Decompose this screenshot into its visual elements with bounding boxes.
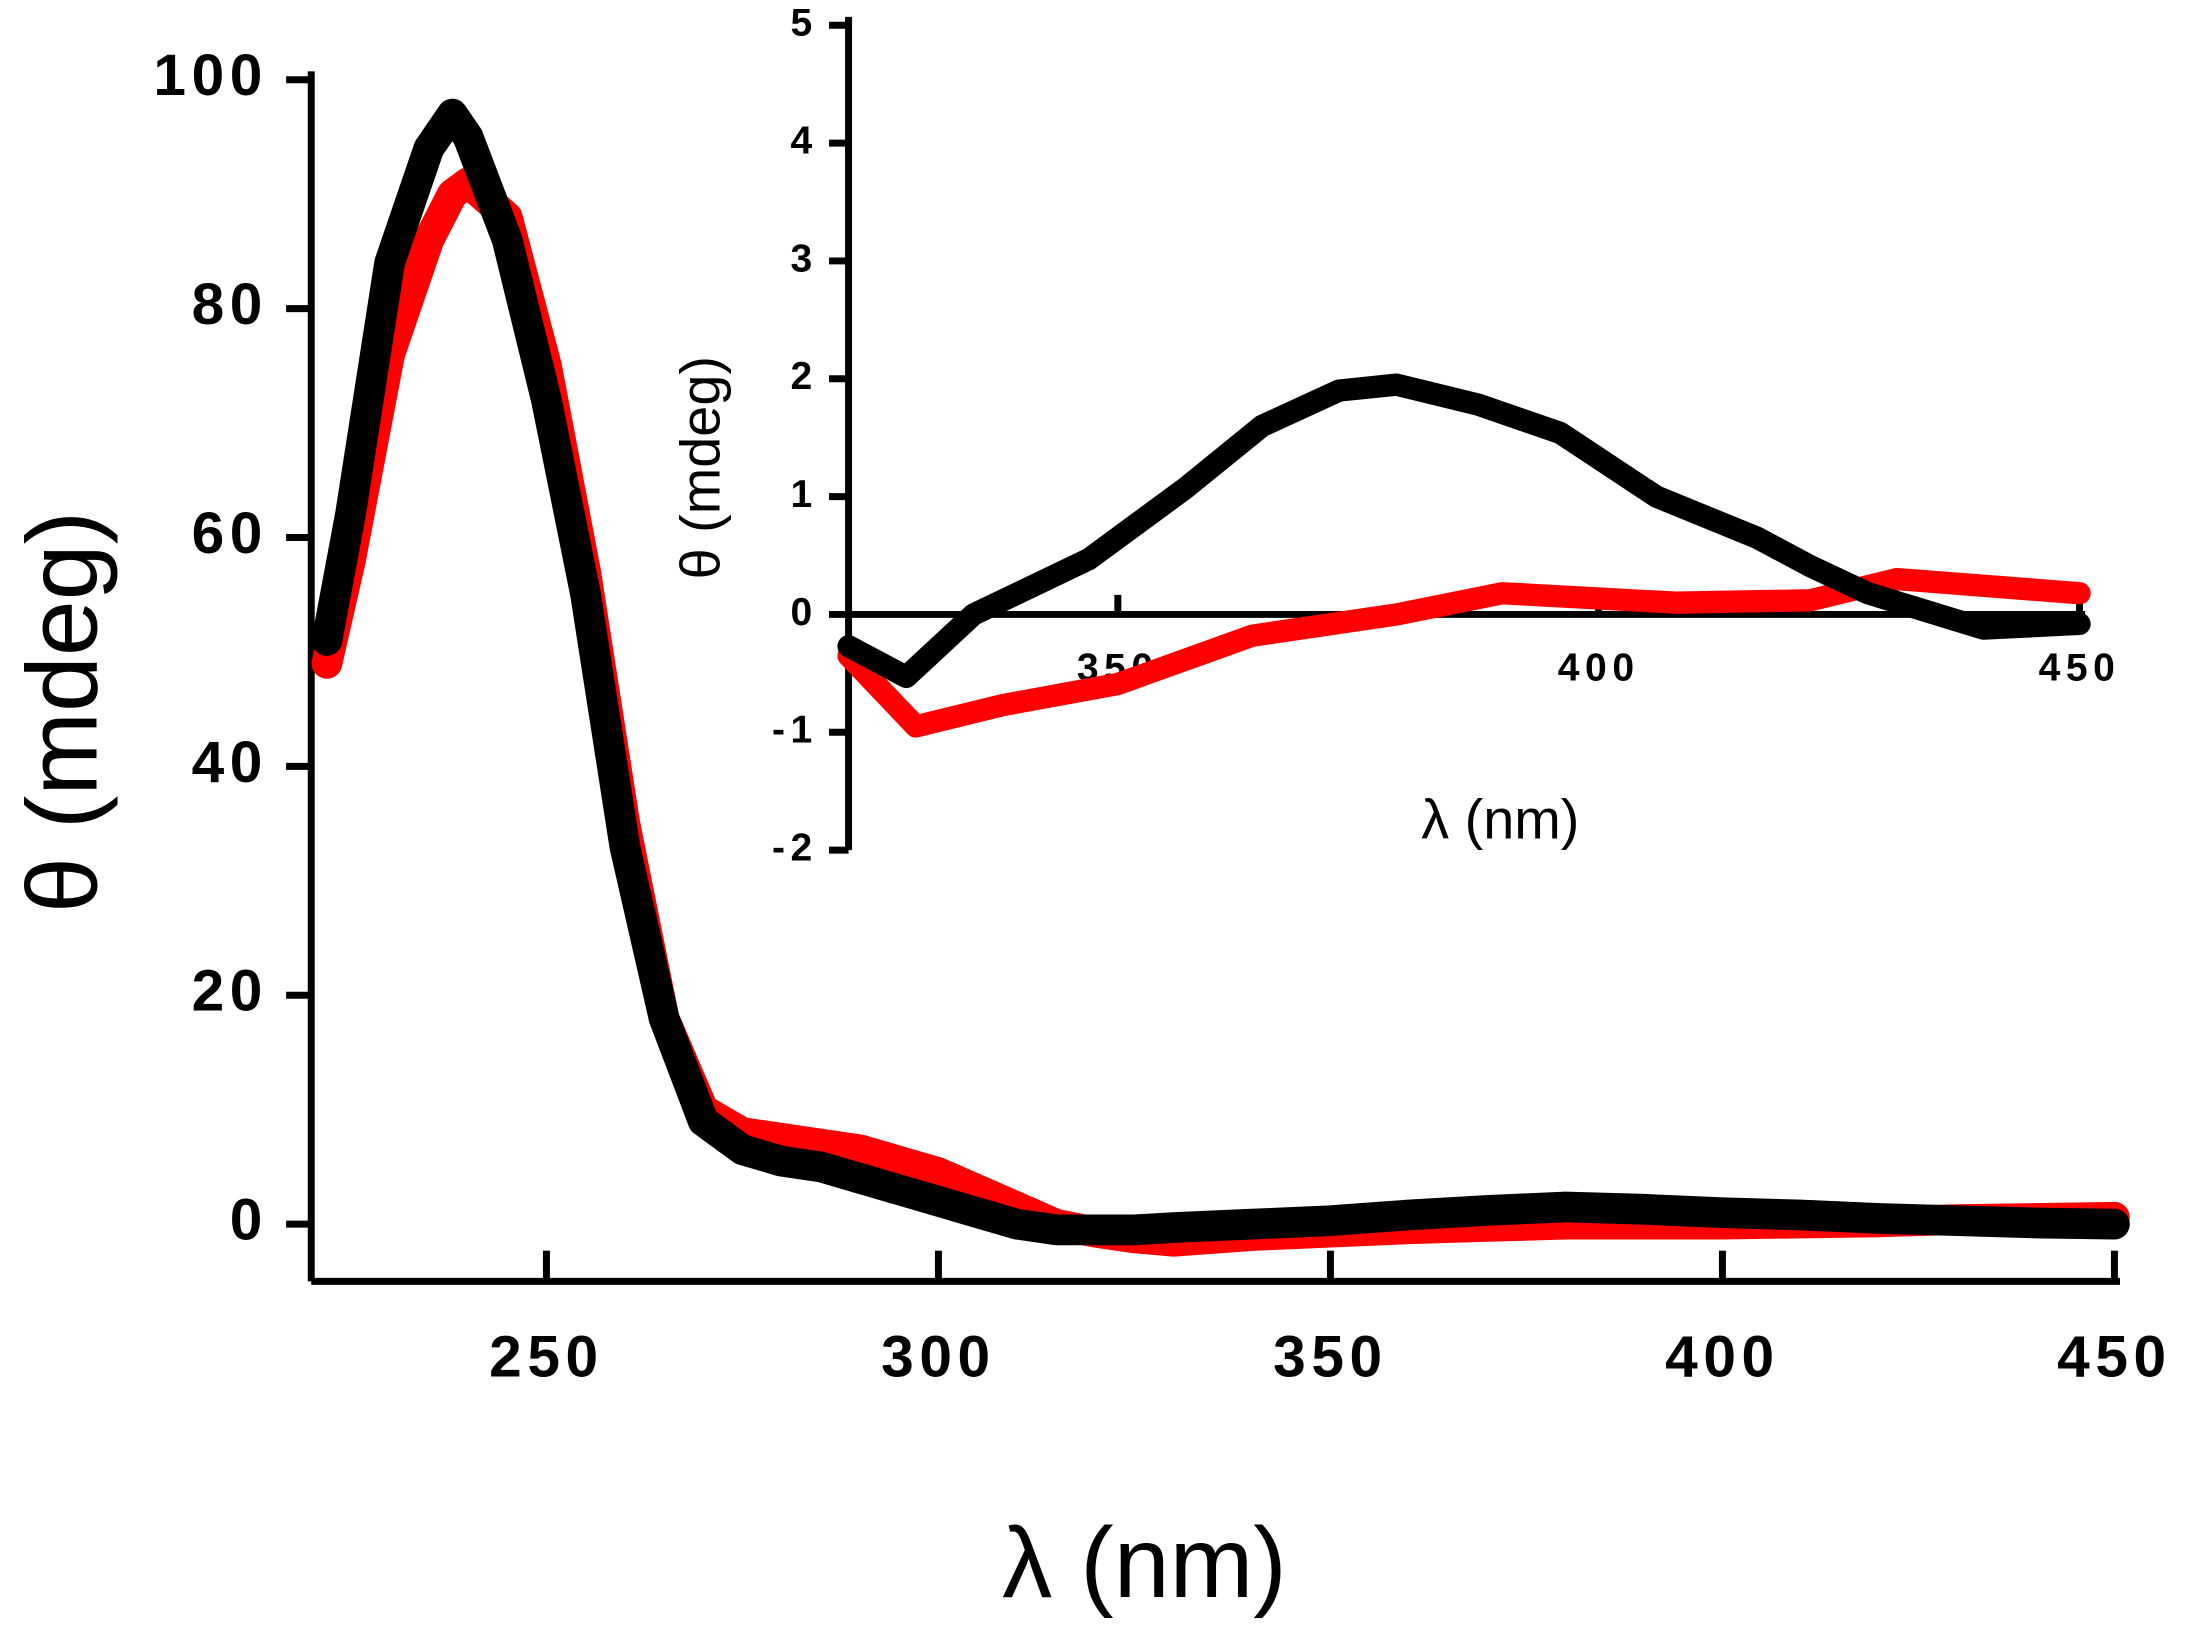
y-tick-label: 20 bbox=[192, 959, 268, 1024]
x-axis-title: λ (nm) bbox=[1002, 1507, 1287, 1619]
y-tick-label: 80 bbox=[192, 272, 268, 337]
y-tick-label: 40 bbox=[192, 730, 268, 795]
x-tick-label: 400 bbox=[1665, 1324, 1780, 1389]
y-tick-label: 60 bbox=[192, 501, 268, 566]
y-tick-label: -2 bbox=[772, 826, 818, 869]
x-tick-label: 450 bbox=[2039, 646, 2121, 689]
data-line bbox=[837, 373, 2091, 689]
y-tick-label: 0 bbox=[791, 591, 818, 634]
x-tick-label: 450 bbox=[2057, 1324, 2172, 1389]
y-axis-title: θ (mdeg) bbox=[6, 511, 118, 913]
x-tick-label: 400 bbox=[1558, 646, 1640, 689]
y-tick-label: 3 bbox=[791, 237, 818, 280]
x-tick-label: 300 bbox=[881, 1324, 996, 1389]
y-tick-label: 0 bbox=[230, 1188, 268, 1253]
data-line bbox=[837, 567, 2091, 738]
x-tick-label: 350 bbox=[1273, 1324, 1388, 1389]
y-tick-label: 5 bbox=[791, 2, 818, 45]
x-tick-label: 250 bbox=[489, 1324, 604, 1389]
y-tick-label: -1 bbox=[772, 709, 818, 752]
y-tick-label: 2 bbox=[791, 355, 818, 398]
y-tick-label: 1 bbox=[791, 473, 818, 516]
y-tick-label: 4 bbox=[791, 119, 818, 162]
y-tick-label: 100 bbox=[153, 43, 268, 108]
y-axis-title: θ (mdeg) bbox=[669, 356, 732, 579]
data-line bbox=[311, 98, 2130, 1246]
x-axis-title: λ (nm) bbox=[1421, 787, 1579, 850]
